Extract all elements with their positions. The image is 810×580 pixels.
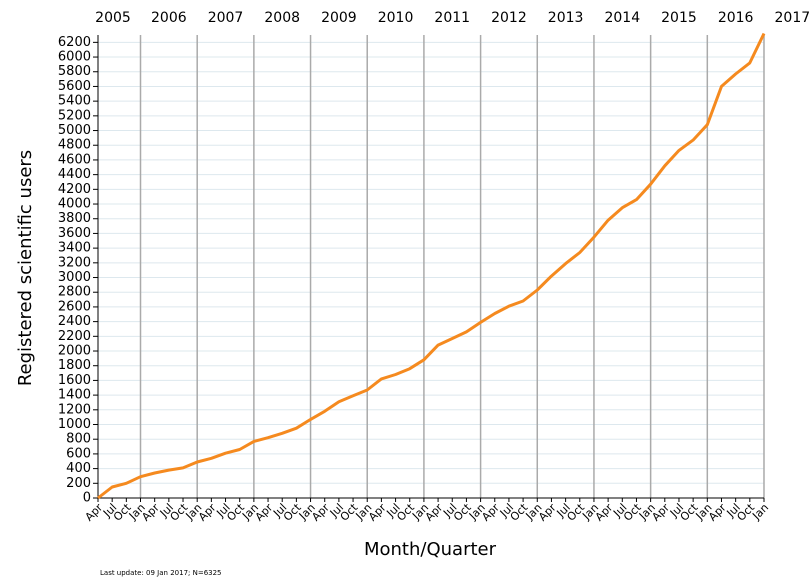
year-label: 2017 [775,10,810,26]
y-tick-label: 1200 [58,402,91,417]
y-tick-label: 200 [66,476,91,491]
y-tick-label: 6200 [58,35,91,50]
series-line [97,32,766,500]
y-tick-label: 3800 [58,211,91,226]
y-tick-label: 4200 [58,182,91,197]
year-label: 2007 [208,10,244,26]
y-tick-label: 6000 [58,50,91,65]
y-tick-label: 4000 [58,197,91,212]
y-tick-label: 4800 [58,138,91,153]
y-tick-label: 2600 [58,299,91,314]
y-tick-label: 2400 [58,314,91,329]
year-label: 2015 [661,10,697,26]
y-tick-label: 3400 [58,241,91,256]
y-tick-label: 800 [66,432,91,447]
year-label: 2009 [321,10,357,26]
y-tick-label: 5000 [58,123,91,138]
year-label: 2014 [604,10,640,26]
y-tick-label: 1000 [58,417,91,432]
y-tick-label: 1400 [58,388,91,403]
x-axis-title: Month/Quarter [364,539,497,560]
y-tick-label: 1800 [58,358,91,373]
y-tick-label: 4600 [58,152,91,167]
y-tick-label: 5600 [58,79,91,94]
year-label: 2016 [718,10,754,26]
y-tick-label: 5800 [58,64,91,79]
year-label: 2008 [264,10,300,26]
y-tick-label: 4400 [58,167,91,182]
y-tick-label: 5400 [58,94,91,109]
year-label: 2013 [548,10,584,26]
y-tick-label: 2800 [58,285,91,300]
y-tick-label: 3000 [58,270,91,285]
y-tick-label: 0 [83,491,91,506]
x-tick-label: Jan [749,501,771,523]
y-tick-label: 3600 [58,226,91,241]
y-tick-label: 2200 [58,329,91,344]
y-tick-label: 1600 [58,373,91,388]
y-tick-label: 600 [66,446,91,461]
y-tick-label: 3200 [58,255,91,270]
year-label: 2011 [434,10,470,26]
year-label: 2012 [491,10,527,26]
y-tick-label: 5200 [58,108,91,123]
footnote: Last update: 09 Jan 2017; N=6325 [100,569,222,577]
year-label: 2005 [95,10,131,26]
y-tick-label: 400 [66,461,91,476]
y-axis-title: Registered scientific users [15,150,36,386]
year-label: 2010 [378,10,414,26]
year-label: 2006 [151,10,187,26]
y-tick-label: 2000 [58,344,91,359]
